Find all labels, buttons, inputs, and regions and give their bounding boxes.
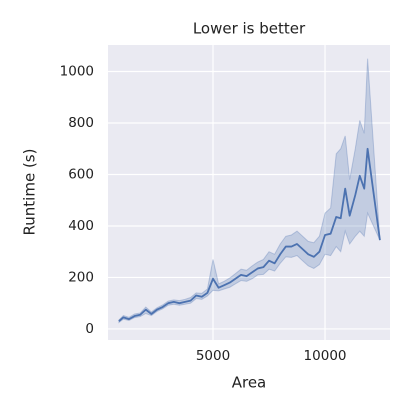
- x-tick-label: 5000: [196, 348, 230, 364]
- y-axis-label: Runtime (s): [21, 149, 39, 236]
- chart-title: Lower is better: [193, 20, 306, 38]
- y-tick-label: 0: [85, 321, 94, 337]
- y-tick-label: 600: [68, 166, 94, 182]
- y-tick-label: 200: [68, 269, 94, 285]
- x-axis-label: Area: [232, 374, 267, 392]
- data-line: [118, 147, 381, 322]
- y-tick-label: 1000: [60, 64, 94, 80]
- plot-area: [108, 45, 390, 340]
- y-tick-label: 400: [68, 218, 94, 234]
- x-tick-label: 10000: [304, 348, 347, 364]
- y-tick-label: 800: [68, 115, 94, 131]
